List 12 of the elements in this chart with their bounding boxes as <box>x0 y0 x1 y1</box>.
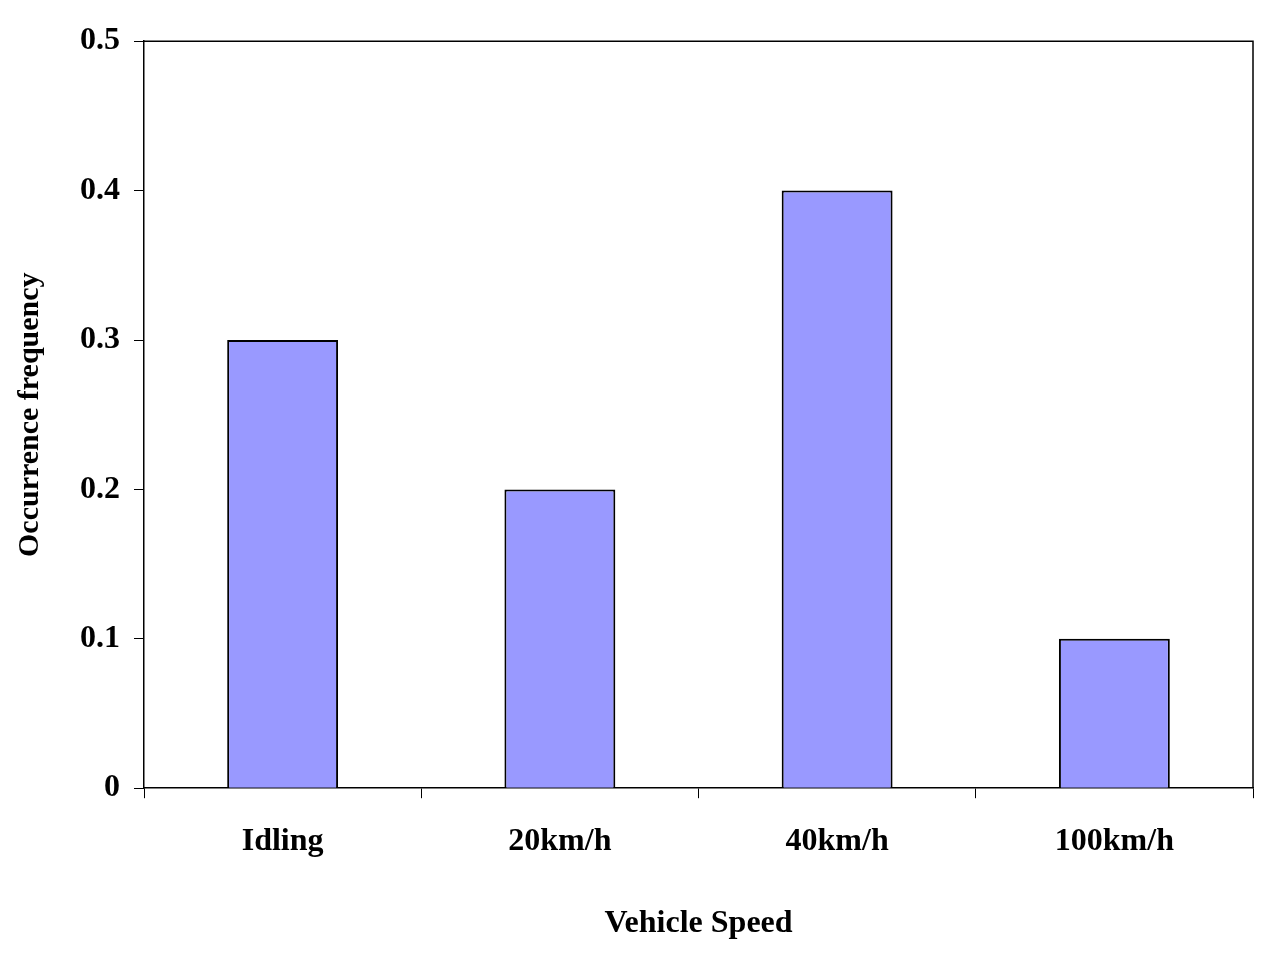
x-axis-title: Vehicle Speed <box>604 903 793 940</box>
x-tick-label: 40km/h <box>785 820 889 857</box>
x-tick-label: Idling <box>241 820 324 857</box>
y-tick-label: 0.5 <box>80 20 120 57</box>
y-tick-label: 0.1 <box>80 618 120 655</box>
y-tick-label: 0 <box>104 767 120 804</box>
y-axis-title: Occurrence frequency <box>10 272 44 558</box>
y-tick-label: 0.2 <box>80 468 120 505</box>
y-tick-label: 0.3 <box>80 319 120 356</box>
y-tick-label: 0.4 <box>80 169 120 206</box>
x-tick-label: 100km/h <box>1054 820 1175 857</box>
x-tick-label: 20km/h <box>508 820 612 857</box>
